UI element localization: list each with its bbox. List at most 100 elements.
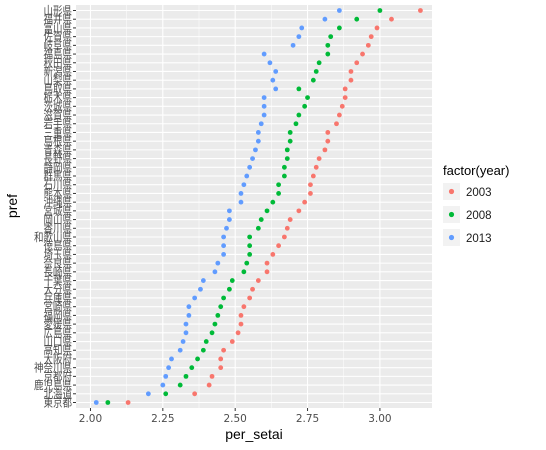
data-point-2008 [247, 252, 253, 257]
data-point-2013 [270, 77, 276, 83]
data-point-2013 [224, 225, 229, 231]
y-tick-label: 長野県 [44, 152, 73, 166]
y-tick-label: 京都府 [44, 369, 73, 383]
data-point-2003 [281, 234, 287, 240]
data-point-2013 [183, 321, 189, 327]
y-tick-label: 栃木県 [44, 91, 73, 105]
y-tick-label: 石川県 [44, 178, 73, 192]
data-point-2003 [221, 347, 227, 353]
data-point-2008 [241, 269, 247, 275]
data-point-2008 [296, 86, 302, 92]
y-tick-label: 秋田県 [44, 56, 73, 70]
data-point-2013 [258, 121, 264, 127]
legend-swatch [448, 188, 455, 195]
x-tick-label: 3.00 [368, 413, 391, 425]
data-point-2013 [93, 400, 99, 405]
y-tick-label: 神奈川県 [34, 361, 72, 375]
data-point-2003 [325, 130, 331, 135]
x-tick-label: 2.00 [79, 413, 102, 425]
data-point-2003 [284, 225, 290, 231]
y-tick-label: 鹿児島県 [34, 378, 72, 392]
y-tick-label: 大分県 [44, 282, 73, 296]
data-point-2013 [200, 278, 206, 283]
y-tick-label: 鳥取県 [44, 82, 73, 96]
data-point-2003 [255, 278, 261, 283]
y-tick-label: 青森県 [44, 143, 73, 157]
data-point-2003 [218, 356, 224, 362]
data-point-2003 [342, 95, 348, 101]
data-point-2008 [183, 373, 189, 379]
data-point-2003 [229, 339, 235, 344]
x-tick-label: 2.50 [223, 413, 246, 425]
y-tick-label: 福岡県 [44, 308, 73, 322]
y-tick-label: 山梨県 [44, 73, 73, 87]
data-point-2008 [325, 51, 331, 57]
data-point-2008 [284, 156, 290, 161]
data-point-2003 [342, 86, 348, 92]
legend: factor(year) 2003 2008 2013 [443, 163, 509, 246]
data-point-2008 [281, 173, 287, 179]
y-tick-label: 和歌山県 [34, 230, 72, 244]
data-point-2003 [308, 182, 313, 188]
data-point-2013 [261, 95, 267, 101]
data-point-2013 [226, 217, 232, 222]
data-point-2003 [296, 208, 302, 214]
data-point-2013 [296, 34, 302, 40]
data-point-2008 [313, 69, 319, 74]
y-tick-label: 埼玉県 [44, 247, 73, 261]
data-point-2003 [336, 112, 342, 118]
data-point-2008 [296, 112, 302, 118]
data-point-2003 [209, 373, 215, 379]
data-point-2003 [206, 382, 212, 388]
legend-swatch [448, 234, 455, 241]
data-point-2008 [189, 365, 195, 371]
data-point-2003 [308, 191, 313, 196]
grid-lines [76, 5, 432, 408]
data-point-2013 [261, 112, 267, 118]
legend-label: 2003 [466, 187, 492, 199]
data-point-2003 [348, 69, 354, 74]
data-point-2013 [215, 260, 221, 266]
y-tick-label: 熊本県 [44, 186, 73, 200]
data-point-2008 [284, 147, 290, 153]
data-point-2013 [253, 147, 258, 153]
data-point-2003 [339, 103, 345, 109]
data-point-2013 [336, 8, 342, 13]
data-point-2013 [238, 191, 244, 196]
data-point-2003 [247, 295, 253, 301]
data-point-2013 [180, 339, 186, 344]
y-tick-label: 千葉県 [44, 274, 73, 288]
data-point-2003 [238, 312, 244, 318]
y-tick-label: 徳島県 [44, 239, 73, 253]
data-point-2003 [276, 243, 282, 249]
data-point-2003 [218, 365, 224, 371]
data-point-2013 [166, 365, 172, 371]
data-point-2003 [365, 42, 371, 48]
data-point-2013 [238, 199, 244, 205]
data-point-2013 [261, 103, 267, 109]
x-axis-title: per_setai [225, 426, 283, 442]
data-point-2003 [241, 304, 247, 310]
data-point-2008 [209, 330, 215, 336]
y-tick-label: 福井県 [44, 12, 73, 26]
data-point-2003 [316, 156, 322, 161]
data-point-2008 [200, 347, 206, 353]
y-tick-label: 三重県 [44, 125, 73, 139]
data-point-2008 [325, 42, 331, 48]
y-tick-label: 広島県 [44, 326, 73, 340]
data-point-2008 [305, 95, 310, 101]
y-tick-label: 山口県 [44, 335, 73, 349]
y-tick-label: 北海道 [44, 387, 73, 401]
data-point-2013 [255, 130, 261, 135]
data-point-2008 [212, 321, 218, 327]
y-tick-label: 岩手県 [44, 117, 73, 131]
y-tick-label: 香川県 [44, 221, 73, 235]
data-point-2008 [276, 182, 282, 188]
data-point-2008 [293, 121, 299, 127]
data-point-2013 [221, 243, 227, 249]
data-point-2003 [354, 60, 360, 66]
data-point-2008 [247, 234, 253, 240]
plot-panel [76, 5, 432, 408]
y-tick-label: 宮崎県 [44, 300, 73, 314]
data-point-2003 [264, 269, 270, 275]
